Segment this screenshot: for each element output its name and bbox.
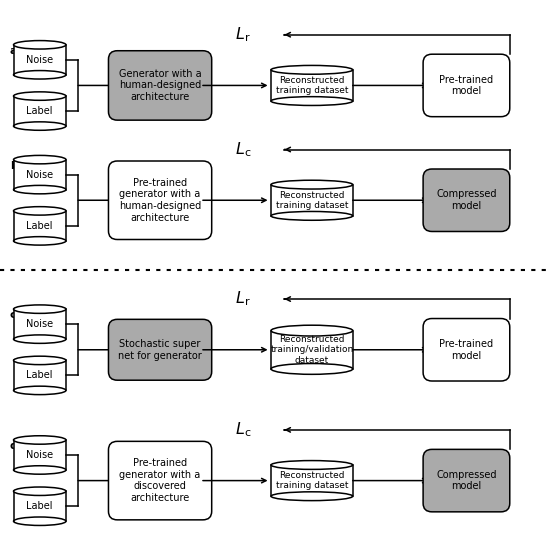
Text: Stochastic super
net for generator: Stochastic super net for generator <box>118 339 202 360</box>
Ellipse shape <box>13 237 66 245</box>
Ellipse shape <box>13 305 66 313</box>
Text: $\mathbf{\mathit{L}}_{\mathregular{c}}$: $\mathbf{\mathit{L}}_{\mathregular{c}}$ <box>235 420 251 439</box>
Bar <box>271 70 353 101</box>
Bar <box>13 491 66 521</box>
Text: Noise: Noise <box>26 450 54 460</box>
Bar <box>13 440 66 470</box>
Text: Noise: Noise <box>26 319 54 329</box>
Bar <box>271 185 353 216</box>
Ellipse shape <box>13 41 66 49</box>
Text: Noise: Noise <box>26 170 54 179</box>
Ellipse shape <box>13 487 66 496</box>
Text: Label: Label <box>26 501 53 511</box>
Bar <box>271 465 353 496</box>
Ellipse shape <box>13 122 66 130</box>
FancyBboxPatch shape <box>423 450 510 512</box>
FancyBboxPatch shape <box>108 441 211 520</box>
Ellipse shape <box>271 180 353 189</box>
FancyBboxPatch shape <box>423 318 510 381</box>
Text: d): d) <box>10 441 23 451</box>
Text: Reconstructed
training dataset: Reconstructed training dataset <box>275 76 348 95</box>
Ellipse shape <box>271 364 353 374</box>
FancyBboxPatch shape <box>423 169 510 232</box>
Text: Reconstructed
training dataset: Reconstructed training dataset <box>275 471 348 490</box>
Text: $\mathbf{\mathit{L}}_{\mathregular{c}}$: $\mathbf{\mathit{L}}_{\mathregular{c}}$ <box>235 140 251 159</box>
Ellipse shape <box>13 155 66 164</box>
Ellipse shape <box>271 211 353 221</box>
Ellipse shape <box>271 325 353 336</box>
Bar <box>271 331 353 369</box>
Text: Label: Label <box>26 371 53 380</box>
FancyBboxPatch shape <box>108 161 211 239</box>
FancyBboxPatch shape <box>108 319 211 380</box>
Text: $\mathbf{\mathit{L}}_{\mathregular{r}}$: $\mathbf{\mathit{L}}_{\mathregular{r}}$ <box>236 289 251 309</box>
Ellipse shape <box>271 66 353 74</box>
Text: b): b) <box>10 161 23 170</box>
Bar <box>13 360 66 390</box>
Ellipse shape <box>13 92 66 100</box>
Ellipse shape <box>271 492 353 501</box>
Ellipse shape <box>13 436 66 444</box>
Bar <box>13 45 66 75</box>
Ellipse shape <box>13 386 66 395</box>
Bar <box>13 160 66 190</box>
Text: Pre-trained
model: Pre-trained model <box>439 339 493 360</box>
Ellipse shape <box>13 335 66 343</box>
Ellipse shape <box>13 185 66 194</box>
Bar <box>13 96 66 126</box>
Text: Noise: Noise <box>26 55 54 65</box>
Ellipse shape <box>271 460 353 469</box>
Text: Compressed
model: Compressed model <box>436 190 497 211</box>
Text: Reconstructed
training/validation
dataset: Reconstructed training/validation datase… <box>270 335 353 365</box>
Text: Pre-trained
generator with a
human-designed
architecture: Pre-trained generator with a human-desig… <box>119 178 201 223</box>
Ellipse shape <box>13 466 66 474</box>
Text: Pre-trained
model: Pre-trained model <box>439 75 493 96</box>
Ellipse shape <box>13 207 66 215</box>
Text: Reconstructed
training dataset: Reconstructed training dataset <box>275 191 348 210</box>
Text: $\mathbf{\mathit{L}}_{\mathregular{r}}$: $\mathbf{\mathit{L}}_{\mathregular{r}}$ <box>236 25 251 44</box>
Text: c): c) <box>10 310 22 320</box>
Text: Pre-trained
generator with a
discovered
architecture: Pre-trained generator with a discovered … <box>119 458 201 503</box>
FancyBboxPatch shape <box>108 51 211 120</box>
Ellipse shape <box>271 97 353 106</box>
Text: a): a) <box>10 46 23 56</box>
FancyBboxPatch shape <box>423 54 510 117</box>
Text: Label: Label <box>26 221 53 231</box>
Bar <box>13 309 66 339</box>
Text: Compressed
model: Compressed model <box>436 470 497 491</box>
Text: Generator with a
human-designed
architecture: Generator with a human-designed architec… <box>119 69 201 102</box>
Ellipse shape <box>13 356 66 365</box>
Ellipse shape <box>13 517 66 525</box>
Bar <box>13 211 66 241</box>
Ellipse shape <box>13 70 66 79</box>
Text: Label: Label <box>26 106 53 116</box>
